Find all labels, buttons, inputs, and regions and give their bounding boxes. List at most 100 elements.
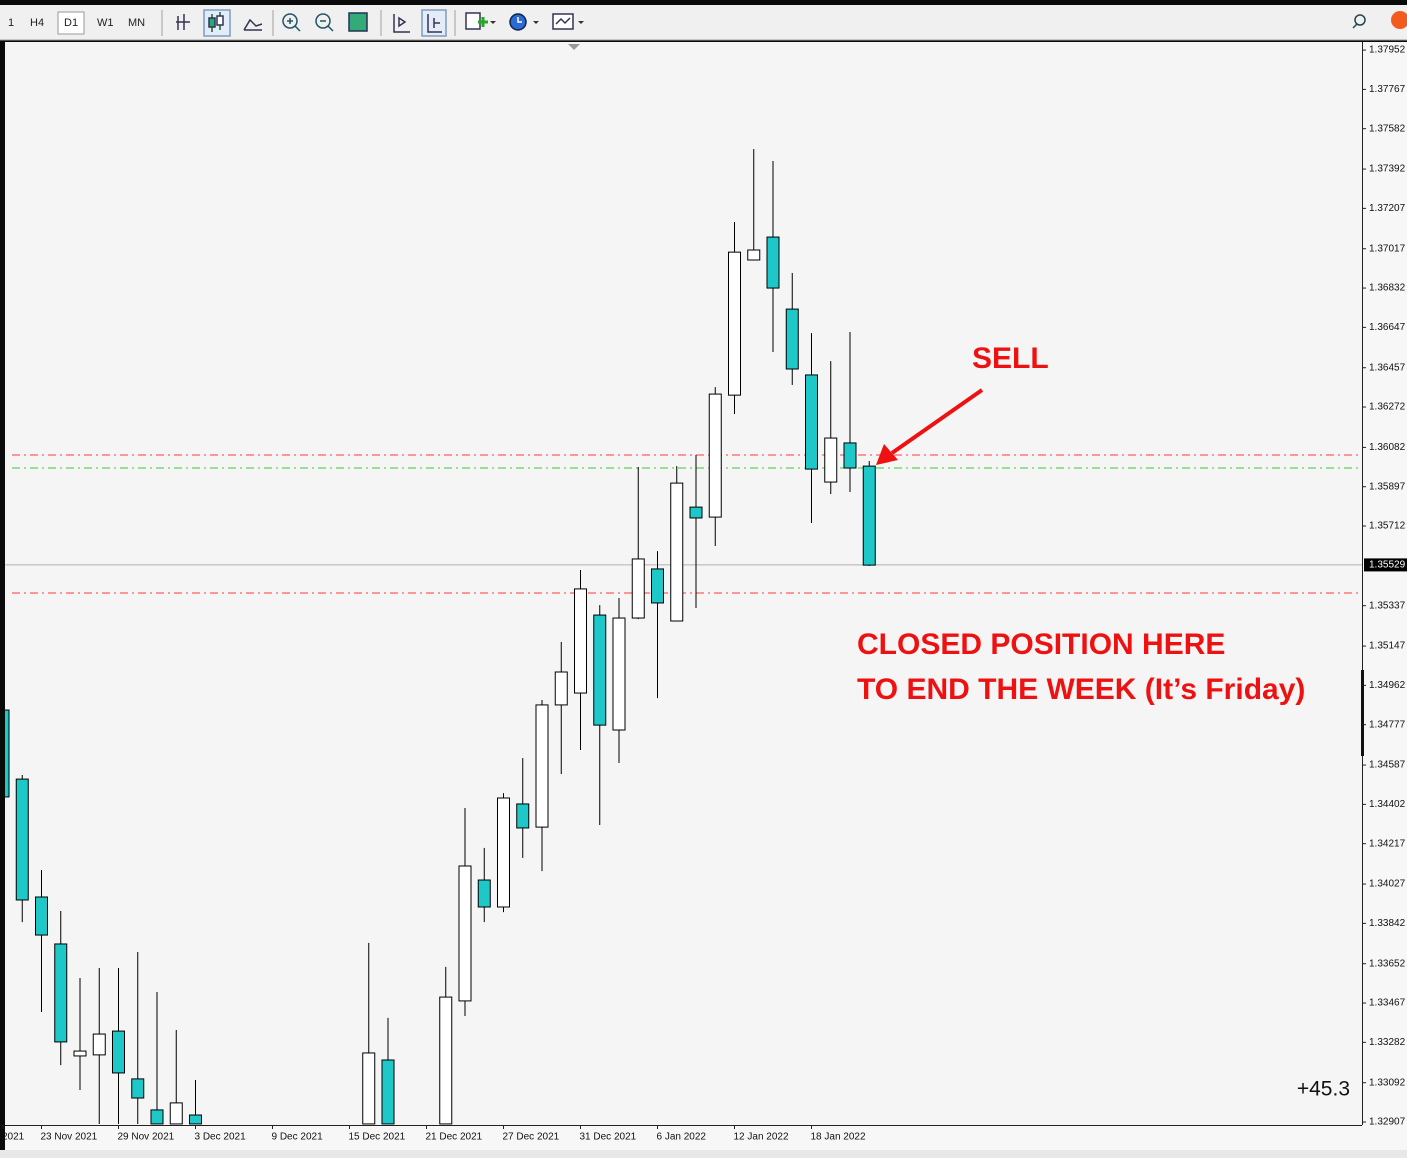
candle-body [747,249,761,261]
y-tick-label: 1.37017 [1369,243,1406,254]
current-price-box [1364,558,1407,572]
timeframe[interactable]: MN [128,17,145,29]
candle-body [689,506,703,519]
candle-body [843,442,857,469]
x-tick-label: 12 Jan 2022 [734,1132,789,1143]
candle-body [35,896,48,936]
candle-body [670,482,684,622]
candle-body [131,1078,145,1099]
candle-body [73,1050,87,1057]
notification-icon[interactable] [1391,11,1407,29]
y-tick-label: 1.37767 [1369,84,1406,95]
candle-body [728,251,741,396]
y-tick-label: 1.35337 [1369,600,1406,611]
price-axis [1362,42,1407,1125]
candle-body [631,558,645,619]
x-tick-label: 27 Dec 2021 [503,1132,560,1143]
arrow-shaft [890,388,984,455]
y-tick-label: 1.37582 [1369,123,1406,134]
profit-label: +45.3 [1297,1078,1350,1101]
y-tick-label: 1.34587 [1369,760,1406,771]
timeframe[interactable]: 1 [8,17,14,29]
candle-body [574,588,587,694]
candle-body [477,879,491,908]
x-tick-label: 2021 [2,1132,25,1143]
scroll-marker [1361,670,1364,756]
y-tick-label: 1.34402 [1369,799,1406,810]
y-tick-label: 1.35897 [1369,481,1406,492]
y-tick-label: 1.37207 [1369,203,1406,214]
line-icon[interactable] [243,18,263,31]
candle-body [169,1102,183,1125]
candle-body [497,797,510,908]
annotation: CLOSED POSITION HERE [857,628,1225,661]
toolbar [0,5,1407,40]
y-tick-label: 1.36647 [1369,322,1406,333]
chart-marks [5,149,1362,1125]
current-price-label: 1.35529 [1369,560,1406,571]
y-tick-label: 1.33652 [1369,958,1406,969]
x-tick-label: 31 Dec 2021 [580,1132,637,1143]
candle-body [362,1052,376,1125]
timeframe[interactable]: W1 [97,17,114,29]
timeframes: 1 H4 D1 W1 MN [8,17,145,29]
tile-icon[interactable] [348,12,368,32]
bar-chart-icon[interactable] [176,14,190,30]
indicator-icon[interactable] [465,12,481,30]
y-tick-label: 1.36272 [1369,402,1406,413]
y-tick-label: 1.37392 [1369,164,1406,175]
candle-body [824,437,838,483]
y-tick-label: 1.36457 [1369,362,1406,373]
candle-body [381,1059,395,1125]
active-timeframe [57,11,85,35]
y-tick-label: 1.34777 [1369,719,1406,730]
candle-body [805,374,818,470]
x-tick-label: 21 Dec 2021 [426,1132,483,1143]
annotations: SELL CLOSED POSITION HERE TO END THE WEE… [857,342,1350,1101]
x-tick-label: 15 Dec 2021 [349,1132,406,1143]
scroll-icon[interactable] [393,14,410,33]
y-tick-label: 1.36082 [1369,442,1406,453]
candle-body [112,1030,125,1074]
zoom-in[interactable] [282,13,298,29]
x-tick-label: 6 Jan 2022 [657,1132,707,1143]
axes: 1.37952 1.37767 1.37582 1.37392 1.37207 1.370… [2,45,1407,1143]
y-tick-label: 1.33092 [1369,1077,1406,1088]
candle-body [612,617,626,731]
plot-area [5,42,1362,1125]
candle-body [458,865,472,1002]
x-tick-label: 23 Nov 2021 [41,1132,98,1143]
y-tick-label: 1.34962 [1369,680,1406,691]
annotation: SELL [972,342,1049,375]
y-tick-label: 1.35712 [1369,521,1406,532]
status-strip [0,1150,1407,1158]
candle-body [554,671,568,706]
candle-body [15,778,29,901]
candle-body [92,1033,106,1056]
search-icon[interactable] [1354,14,1366,26]
y-tick-label: 1.34217 [1369,838,1406,849]
candle-body [862,465,876,566]
y-tick-label: 1.33282 [1369,1037,1406,1048]
zoom-out[interactable] [315,13,331,29]
x-tick-label: 29 Nov 2021 [118,1132,175,1143]
timeframe[interactable]: D1 [64,17,78,29]
candle-body [5,709,10,798]
y-tick-label: 1.33842 [1369,918,1406,929]
toolbar-icons [161,9,1407,37]
x-tick-label: 18 Jan 2022 [811,1132,866,1143]
candle-body [516,803,530,829]
y-tick-label: 1.35147 [1369,641,1406,652]
chart-shift-marker [568,44,580,50]
candle-body [651,568,664,604]
candle-body [785,308,799,370]
y-tick-label: 1.33467 [1369,998,1406,1009]
x-tick-label: 9 Dec 2021 [272,1132,324,1143]
x-tick-label: 3 Dec 2021 [195,1132,247,1143]
y-tick-label: 1.36832 [1369,283,1406,294]
candle-body [54,943,68,1043]
y-tick-label: 1.34027 [1369,879,1406,890]
timeframe[interactable]: H4 [30,17,44,29]
